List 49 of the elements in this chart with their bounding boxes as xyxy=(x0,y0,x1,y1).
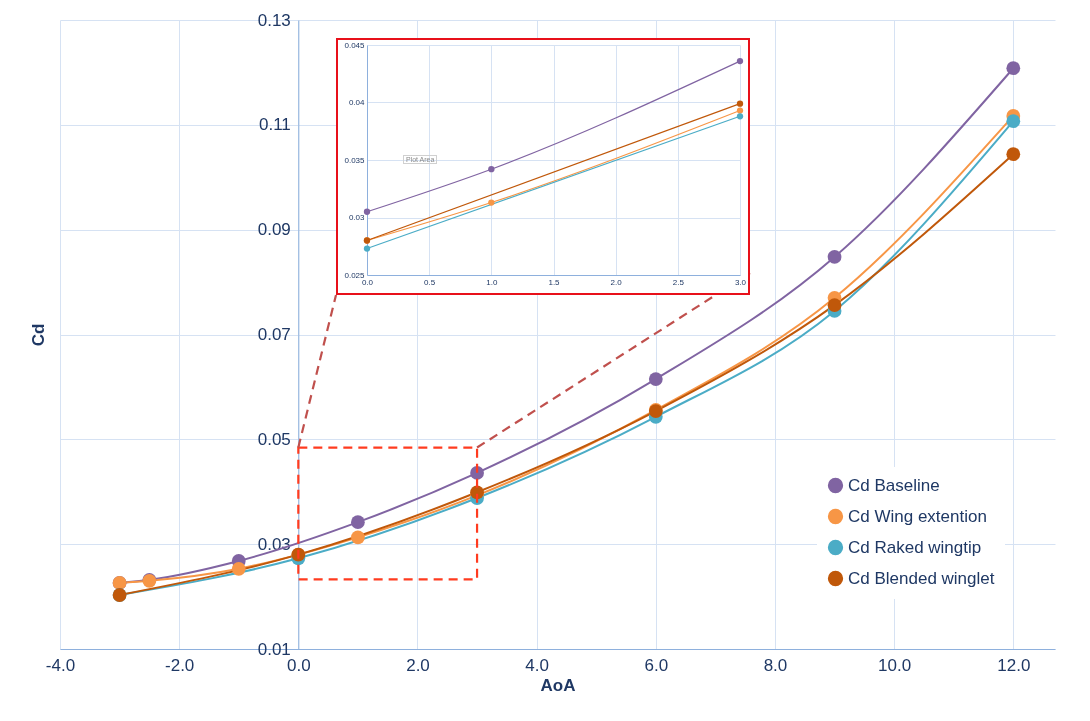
x-tick-label: 2.5 xyxy=(672,277,685,287)
x-tick-label: -4.0 xyxy=(45,655,76,675)
point xyxy=(1006,114,1021,129)
y-tick-label: 0.11 xyxy=(259,115,291,135)
x-tick-label: -2.0 xyxy=(165,655,195,675)
x-axis-title: AoA xyxy=(540,675,576,695)
point xyxy=(231,561,246,576)
x-tick-label: 4.0 xyxy=(525,655,549,675)
y-axis-title: Cd xyxy=(28,323,48,347)
point xyxy=(736,113,744,120)
y-tick-label: 0.03 xyxy=(257,534,291,554)
legend-label: Cd Raked wingtip xyxy=(848,537,982,557)
x-tick-label: 0.0 xyxy=(361,277,374,287)
y-tick-label: 0.035 xyxy=(344,155,366,165)
point xyxy=(736,57,744,65)
legend-label: Cd Wing extention xyxy=(848,506,987,526)
point xyxy=(1006,147,1021,162)
y-tick-label: 0.13 xyxy=(257,10,291,30)
point xyxy=(648,372,663,386)
point xyxy=(363,245,371,252)
x-tick-label: 6.0 xyxy=(644,655,669,675)
x-tick-label: 0.5 xyxy=(424,277,436,287)
point xyxy=(736,107,744,114)
y-tick-label: 0.04 xyxy=(348,98,366,107)
x-tick-label: 12.0 xyxy=(997,655,1031,675)
x-tick-label: 8.0 xyxy=(763,655,788,675)
point xyxy=(351,530,365,545)
x-tick-label: 1.0 xyxy=(486,277,498,287)
x-tick-label: 2.0 xyxy=(610,277,623,287)
point xyxy=(736,100,744,107)
x-tick-label: 2.0 xyxy=(406,655,430,675)
x-tick-label: 1.5 xyxy=(548,277,561,287)
point xyxy=(827,298,842,313)
point xyxy=(351,515,365,530)
legend-label: Cd Blended winglet xyxy=(848,568,995,588)
point xyxy=(827,250,842,264)
x-tick-label: 3.0 xyxy=(734,277,747,287)
y-tick-label: 0.07 xyxy=(257,325,291,344)
y-tick-label: 0.09 xyxy=(257,220,291,240)
y-tick-label: 0.045 xyxy=(344,40,366,50)
y-tick-label: 0.05 xyxy=(257,429,291,449)
y-tick-label: 0.03 xyxy=(348,213,366,222)
point xyxy=(363,208,371,215)
point xyxy=(488,199,495,206)
point xyxy=(1006,61,1021,76)
x-tick-label: 10.0 xyxy=(878,655,912,675)
y-tick-label: 0.025 xyxy=(344,270,366,280)
legend-label: Cd Baseline xyxy=(848,475,940,495)
point xyxy=(488,166,495,173)
